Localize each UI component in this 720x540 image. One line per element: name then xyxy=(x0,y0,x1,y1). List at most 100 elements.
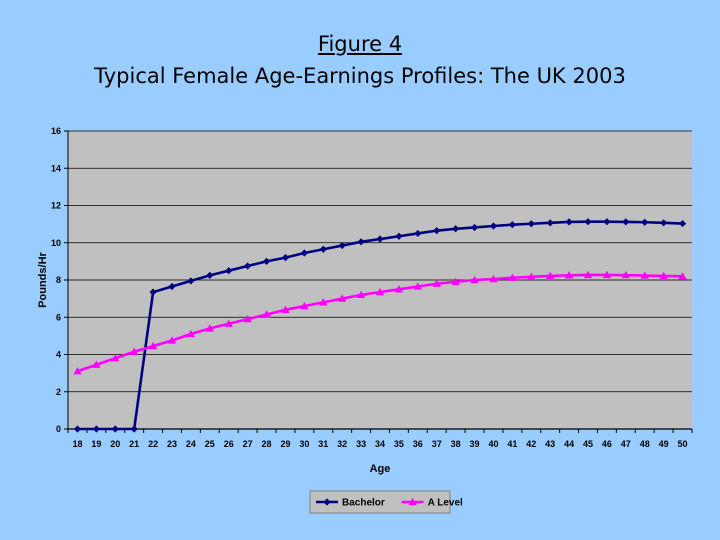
x-tick-label: 25 xyxy=(205,439,215,449)
data-point-a-level xyxy=(186,329,196,338)
data-point-a-level xyxy=(224,319,233,327)
data-point-bachelor xyxy=(641,218,649,226)
data-point-a-level xyxy=(148,341,158,350)
x-tick-label: 19 xyxy=(91,439,101,449)
data-point-a-level xyxy=(73,367,82,375)
x-tick-label: 34 xyxy=(375,439,385,449)
x-tick-label: 32 xyxy=(337,439,347,449)
data-point-bachelor xyxy=(206,271,214,279)
x-tick-label: 49 xyxy=(659,439,669,449)
data-point-bachelor xyxy=(414,229,422,238)
x-tick-label: 24 xyxy=(186,439,196,449)
data-point-bachelor xyxy=(603,218,611,226)
data-point-a-level xyxy=(129,347,139,355)
data-point-a-level xyxy=(281,305,290,313)
data-point-a-level xyxy=(621,270,631,279)
data-point-a-level xyxy=(527,272,536,280)
data-point-bachelor xyxy=(565,218,573,226)
y-axis-title: Pounds/Hr xyxy=(37,251,49,307)
y-tick-label: 8 xyxy=(56,275,61,285)
data-point-a-level xyxy=(243,314,252,323)
data-point-bachelor xyxy=(508,221,516,229)
data-point-a-level xyxy=(205,324,215,332)
x-tick-label: 35 xyxy=(394,439,404,449)
x-tick-label: 37 xyxy=(432,439,442,449)
x-axis-title: Age xyxy=(370,463,391,475)
data-point-a-level xyxy=(583,270,593,279)
x-tick-label: 39 xyxy=(470,439,480,449)
data-point-a-level xyxy=(678,272,687,280)
data-point-bachelor xyxy=(225,267,233,275)
data-point-bachelor xyxy=(73,425,82,433)
data-point-a-level xyxy=(413,282,423,290)
data-point-bachelor xyxy=(262,257,271,265)
y-tick-label: 10 xyxy=(51,238,61,248)
x-tick-label: 41 xyxy=(507,439,517,449)
legend-box xyxy=(309,490,451,514)
data-point-bachelor xyxy=(678,219,687,228)
data-point-bachelor xyxy=(244,262,252,270)
x-tick-label: 47 xyxy=(621,439,631,449)
data-point-bachelor xyxy=(660,219,668,227)
x-tick-label: 44 xyxy=(564,439,574,449)
data-point-a-level xyxy=(470,275,479,284)
series-bachelor xyxy=(73,218,687,433)
legend: Bachelor A Level xyxy=(309,490,463,514)
x-tick-label: 45 xyxy=(583,439,593,449)
x-tick-label: 42 xyxy=(526,439,536,449)
x-tick-label: 29 xyxy=(280,439,290,449)
data-point-a-level xyxy=(564,271,574,279)
x-tick-label: 26 xyxy=(224,439,234,449)
x-tick-label: 27 xyxy=(243,439,253,449)
x-tick-label: 38 xyxy=(451,439,461,449)
data-point-bachelor xyxy=(357,238,365,246)
x-tick-label: 46 xyxy=(602,439,612,449)
x-tick-label: 22 xyxy=(148,439,158,449)
data-point-a-level xyxy=(451,277,460,286)
x-tick-label: 30 xyxy=(299,439,309,449)
legend-label-bachelor: Bachelor xyxy=(342,498,385,509)
y-tick-label: 2 xyxy=(56,387,61,397)
x-tick-label: 48 xyxy=(640,439,650,449)
gridlines xyxy=(68,130,692,393)
legend-marker-bachelor xyxy=(323,498,331,506)
data-point-bachelor xyxy=(130,425,138,433)
x-tick-label: 20 xyxy=(110,439,120,449)
data-point-bachelor xyxy=(546,219,554,227)
data-point-bachelor xyxy=(319,245,327,253)
data-point-bachelor xyxy=(527,220,535,228)
y-tick-label: 0 xyxy=(56,424,61,434)
chart-title: Typical Female Age-Earnings Profiles: Th… xyxy=(94,64,626,88)
x-tick-label: 31 xyxy=(318,439,328,449)
data-point-bachelor xyxy=(584,218,592,226)
data-point-bachelor xyxy=(489,222,498,230)
data-point-a-level xyxy=(111,354,120,362)
data-point-bachelor xyxy=(149,288,157,296)
data-point-a-level xyxy=(262,310,271,318)
data-point-a-level xyxy=(602,270,612,279)
data-point-bachelor xyxy=(168,282,176,291)
data-point-a-level xyxy=(167,336,177,344)
x-tick-label: 28 xyxy=(262,439,272,449)
data-point-bachelor xyxy=(470,223,479,232)
data-point-bachelor xyxy=(281,254,290,262)
x-tick-label: 18 xyxy=(72,439,82,449)
data-point-bachelor xyxy=(433,227,441,235)
y-tick-label: 6 xyxy=(56,312,61,322)
data-point-a-level xyxy=(356,290,366,299)
data-point-bachelor xyxy=(338,241,346,250)
data-point-a-level xyxy=(432,279,441,287)
y-tick-label: 14 xyxy=(51,163,61,173)
y-tick-label: 4 xyxy=(56,350,61,360)
x-tick-label: 36 xyxy=(413,439,423,449)
data-point-bachelor xyxy=(395,232,403,240)
data-point-a-level xyxy=(375,287,385,296)
x-tick-label: 43 xyxy=(545,439,555,449)
series-layer xyxy=(73,218,687,433)
y-tick-label: 12 xyxy=(51,201,61,211)
x-tick-label: 23 xyxy=(167,439,177,449)
x-tick-label: 40 xyxy=(488,439,498,449)
data-point-a-level xyxy=(394,285,404,293)
